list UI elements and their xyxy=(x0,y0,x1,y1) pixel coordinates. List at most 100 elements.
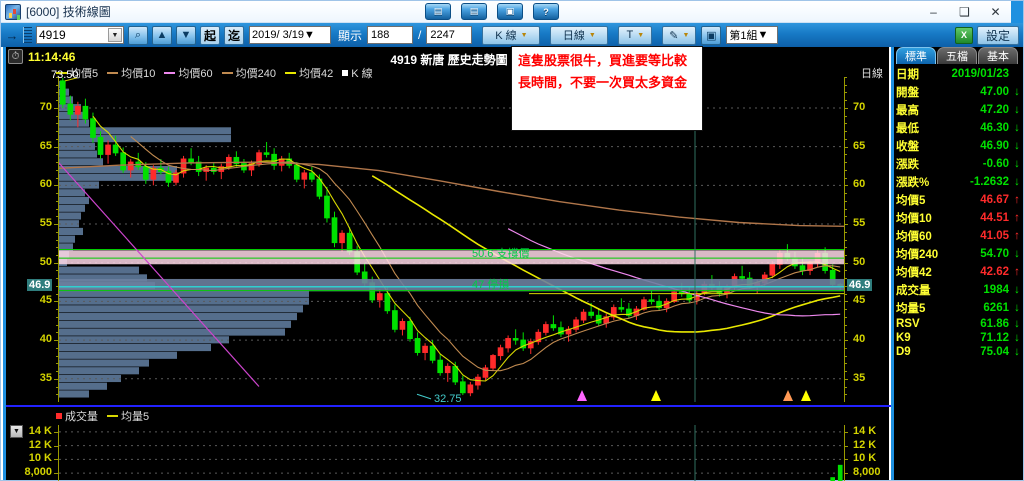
axis-minor-tick xyxy=(844,347,847,349)
volume-profile-bar xyxy=(59,212,81,220)
price-chart-plot[interactable] xyxy=(59,77,844,402)
info-tabs: 標準 五檔 基本 xyxy=(894,47,1023,64)
axis-minor-tick xyxy=(56,347,59,349)
chevron-down-icon[interactable]: ▼ xyxy=(108,28,122,42)
legend-item-ma42[interactable]: 均價42 xyxy=(284,65,334,81)
axis-minor-tick xyxy=(844,332,847,334)
axis-minor-tick xyxy=(56,84,59,86)
chevron-down-icon[interactable]: ▼ xyxy=(757,29,769,41)
range-end-button[interactable]: 迄 xyxy=(224,25,244,45)
collapse-volume-button[interactable]: ▼ xyxy=(10,425,23,438)
range-start-button[interactable]: 起 xyxy=(200,25,220,45)
axis-minor-tick xyxy=(844,84,847,86)
legend-label: 均價42 xyxy=(298,68,334,80)
candle-body xyxy=(339,232,345,244)
color-palette-icon[interactable]: ▣ xyxy=(701,25,722,45)
axis-minor-tick xyxy=(56,231,59,233)
legend-swatch xyxy=(221,72,233,74)
candle-body xyxy=(550,324,557,329)
axis-minor-tick xyxy=(56,309,59,311)
axis-minor-tick xyxy=(844,363,847,365)
nav-forward-button[interactable]: → xyxy=(5,27,19,43)
total-count-input[interactable]: 2247 xyxy=(426,26,473,44)
volume-tick-right: 14 K xyxy=(853,424,877,437)
current-price-tag-left: 46.9 xyxy=(27,278,53,291)
symbol-input[interactable]: 4919 ▼ xyxy=(36,26,124,44)
period-dropdown[interactable]: 日線 ▼ xyxy=(550,25,609,45)
volume-legend: 成交量 均量5 xyxy=(56,408,149,424)
legend-item-ma5[interactable]: 均價5 xyxy=(56,65,98,81)
legend-label: 均價5 xyxy=(70,68,99,80)
date-input[interactable]: 2019/ 3/19 ▼ xyxy=(249,26,331,44)
split-window-icon[interactable]: ▤ xyxy=(425,3,451,20)
prev-up-icon[interactable]: ▲ xyxy=(152,25,172,45)
legend-item-volume[interactable]: 成交量 xyxy=(56,408,98,424)
window-controls: – ❑ ✕ xyxy=(918,1,1011,23)
volume-profile-bar xyxy=(59,274,147,282)
axis-minor-tick xyxy=(844,77,847,78)
chart-type-dropdown[interactable]: K 線 ▼ xyxy=(482,25,541,45)
user-annotation-note[interactable]: 這隻股票很牛，買進要等比較長時間，不要一次買太多資金 xyxy=(511,46,703,131)
legend-item-kline[interactable]: K 線 xyxy=(342,65,373,81)
volume-profile-bar xyxy=(59,127,231,135)
legend-label: 均價240 xyxy=(235,68,276,80)
quote-row-label: 最低 xyxy=(896,123,919,135)
text-tool-dropdown[interactable]: T ▼ xyxy=(618,25,653,45)
volume-profile-bar xyxy=(59,96,73,104)
group-select[interactable]: 第1組 ▼ xyxy=(726,26,779,44)
volume-profile-bar xyxy=(59,173,177,181)
minimize-button[interactable]: – xyxy=(930,4,937,19)
price-tick-left: 65 xyxy=(39,139,52,152)
axis-minor-tick xyxy=(56,107,59,109)
quote-row-label: 均量5 xyxy=(896,303,926,315)
quote-row-value: 44.51 xyxy=(980,212,1009,224)
candle-body xyxy=(490,355,496,369)
legend-swatch xyxy=(164,72,176,74)
help-icon[interactable]: ? xyxy=(533,3,559,20)
close-button[interactable]: ✕ xyxy=(990,4,1001,19)
quote-row-value: 47.00 xyxy=(980,86,1009,98)
quote-row-label: D9 xyxy=(896,346,911,358)
candle-body xyxy=(618,307,625,310)
volume-profile-bar xyxy=(59,305,303,313)
volume-profile-bar xyxy=(59,390,89,398)
candle-body xyxy=(512,338,519,341)
volume-axis-left: 14 K12 K10 K8,0006,0004,0002,000 xyxy=(6,425,59,481)
volume-profile-bar xyxy=(59,382,107,390)
legend-item-ma240[interactable]: 均價240 xyxy=(221,65,276,81)
maximize-button[interactable]: ❑ xyxy=(959,4,970,19)
ma10-line xyxy=(130,136,841,372)
candle-body xyxy=(739,276,745,279)
volume-tick-left: 10 K xyxy=(28,452,52,465)
settings-button[interactable]: 設定 xyxy=(976,25,1019,45)
quote-row-label: 均價10 xyxy=(896,213,932,225)
axis-tickmark xyxy=(844,445,848,447)
legend-item-ma60[interactable]: 均價60 xyxy=(164,65,213,81)
camera-icon[interactable]: ▣ xyxy=(497,3,523,20)
axis-minor-tick xyxy=(56,340,59,342)
draw-tool-dropdown[interactable]: ✎ ▼ xyxy=(662,25,697,45)
axis-minor-tick xyxy=(56,208,59,210)
axis-tickmark xyxy=(54,459,58,461)
date-chevron-down-icon[interactable]: ▼ xyxy=(304,29,315,41)
layout-icon[interactable]: ▤ xyxy=(461,3,487,20)
legend-label: 均量5 xyxy=(121,411,150,423)
legend-label: 成交量 xyxy=(65,411,98,423)
tab-fundamentals[interactable]: 基本 xyxy=(978,47,1018,64)
excel-export-icon[interactable]: X xyxy=(954,26,973,44)
quote-row-arrow xyxy=(1011,65,1023,83)
chevron-down-icon: ▼ xyxy=(588,31,596,39)
next-down-icon[interactable]: ▼ xyxy=(176,25,196,45)
search-icon[interactable]: ⌕ xyxy=(128,25,148,45)
volume-chart-plot[interactable] xyxy=(59,425,844,481)
quote-row-value: 47.20 xyxy=(980,104,1009,116)
legend-item-vma5[interactable]: 均量5 xyxy=(107,408,149,424)
legend-item-ma10[interactable]: 均價10 xyxy=(107,65,155,81)
display-count-input[interactable]: 188 xyxy=(367,26,414,44)
chart-area[interactable]: ⏱ 11:14:46 4919 新唐 歷史走勢圖 均價5 均價10 均價60 均… xyxy=(3,47,892,481)
tab-standard[interactable]: 標準 xyxy=(896,47,936,64)
volume-profile-bar xyxy=(59,111,85,119)
axis-minor-tick xyxy=(844,316,847,318)
tab-depth[interactable]: 五檔 xyxy=(937,47,977,64)
toolbar-grip[interactable] xyxy=(23,27,32,43)
